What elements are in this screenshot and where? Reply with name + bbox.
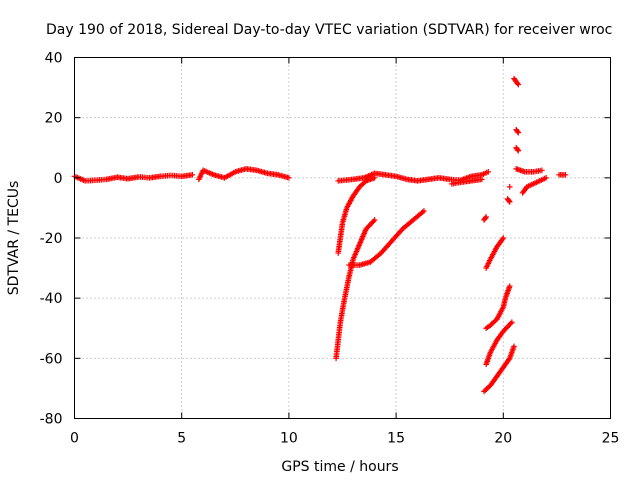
series-arc-9	[483, 235, 507, 271]
data-point	[371, 175, 378, 181]
data-point	[506, 199, 513, 205]
x-tick-label: 0	[70, 431, 79, 447]
y-tick-label: 0	[54, 171, 63, 187]
series-arc-19	[519, 175, 549, 196]
y-tick-label: -60	[40, 351, 63, 367]
data-point	[514, 80, 521, 87]
data-point	[543, 175, 549, 181]
series-arc-12	[481, 343, 517, 395]
data-point	[515, 129, 522, 136]
x-tick-label: 20	[494, 431, 512, 447]
y-tick-label: 40	[45, 51, 63, 67]
series-arc-11	[483, 319, 515, 368]
x-tick-label: 15	[387, 431, 405, 447]
y-axis-label: SDTVAR / TECUs	[6, 181, 22, 296]
data-point	[514, 128, 521, 135]
data-point	[286, 175, 292, 181]
series-arc-4	[335, 175, 378, 256]
data-point	[500, 235, 507, 241]
series-arc-14	[511, 75, 522, 88]
data-point	[539, 167, 545, 174]
series-arc-13	[504, 196, 513, 205]
data-point	[506, 198, 512, 204]
y-tick-label: -20	[40, 231, 63, 247]
data-point	[511, 343, 517, 350]
series-arc-20	[556, 172, 569, 178]
y-tick-label: 20	[45, 111, 63, 127]
data-point	[483, 214, 489, 220]
x-tick-label: 5	[177, 431, 186, 447]
series-arc-16	[513, 144, 522, 154]
series-arc-5	[333, 217, 378, 362]
data-point	[479, 176, 485, 183]
x-tick-label: 25	[602, 431, 620, 447]
data-point	[515, 147, 522, 154]
data-point	[515, 81, 522, 88]
series-arc-3	[335, 169, 492, 184]
series-arc-1	[71, 172, 196, 184]
series-arc-6	[346, 208, 427, 268]
data-point	[482, 215, 489, 221]
data-point	[509, 319, 515, 326]
x-axis-label: GPS time / hours	[281, 459, 398, 475]
series-arc-2	[196, 166, 292, 183]
data-point	[562, 172, 569, 178]
series-arc-8	[481, 214, 489, 223]
series-arc-7	[449, 176, 485, 187]
data-point	[506, 184, 513, 190]
y-tick-label: -80	[40, 412, 63, 428]
data-point	[485, 169, 492, 175]
data-points	[71, 75, 569, 395]
y-tick-label: -40	[40, 291, 63, 307]
data-point	[189, 172, 196, 178]
data-point	[421, 208, 427, 214]
series-arc-15	[513, 126, 522, 136]
series-arc-17	[513, 166, 545, 175]
axis-ticks	[74, 57, 611, 419]
tick-labels: 0 5 10 15 20 25 -80 -60 -40 -20 0 20 40	[40, 51, 620, 447]
data-point	[371, 217, 378, 223]
series-arc-10	[483, 283, 513, 332]
series-arc-18	[506, 184, 513, 190]
x-tick-label: 10	[280, 431, 298, 447]
data-point	[506, 283, 513, 289]
data-point	[514, 146, 521, 153]
chart-title: Day 190 of 2018, Sidereal Day-to-day VTE…	[46, 22, 612, 38]
